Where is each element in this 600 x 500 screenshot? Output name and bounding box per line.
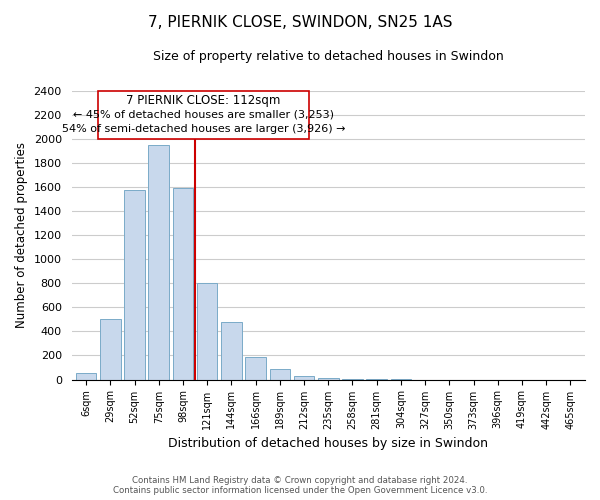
Bar xyxy=(221,322,242,380)
X-axis label: Distribution of detached houses by size in Swindon: Distribution of detached houses by size … xyxy=(168,437,488,450)
Text: 7 PIERNIK CLOSE: 112sqm: 7 PIERNIK CLOSE: 112sqm xyxy=(127,94,281,107)
Title: Size of property relative to detached houses in Swindon: Size of property relative to detached ho… xyxy=(153,50,503,63)
Bar xyxy=(245,356,266,380)
Text: ← 45% of detached houses are smaller (3,253): ← 45% of detached houses are smaller (3,… xyxy=(73,110,334,120)
Text: 54% of semi-detached houses are larger (3,926) →: 54% of semi-detached houses are larger (… xyxy=(62,124,345,134)
FancyBboxPatch shape xyxy=(98,90,309,138)
Bar xyxy=(124,190,145,380)
Bar xyxy=(197,283,217,380)
Y-axis label: Number of detached properties: Number of detached properties xyxy=(15,142,28,328)
Bar xyxy=(148,144,169,380)
Bar xyxy=(294,376,314,380)
Text: Contains HM Land Registry data © Crown copyright and database right 2024.
Contai: Contains HM Land Registry data © Crown c… xyxy=(113,476,487,495)
Bar xyxy=(76,373,97,380)
Bar xyxy=(318,378,338,380)
Bar xyxy=(173,188,193,380)
Text: 7, PIERNIK CLOSE, SWINDON, SN25 1AS: 7, PIERNIK CLOSE, SWINDON, SN25 1AS xyxy=(148,15,452,30)
Bar xyxy=(269,368,290,380)
Bar xyxy=(342,379,363,380)
Bar xyxy=(100,320,121,380)
